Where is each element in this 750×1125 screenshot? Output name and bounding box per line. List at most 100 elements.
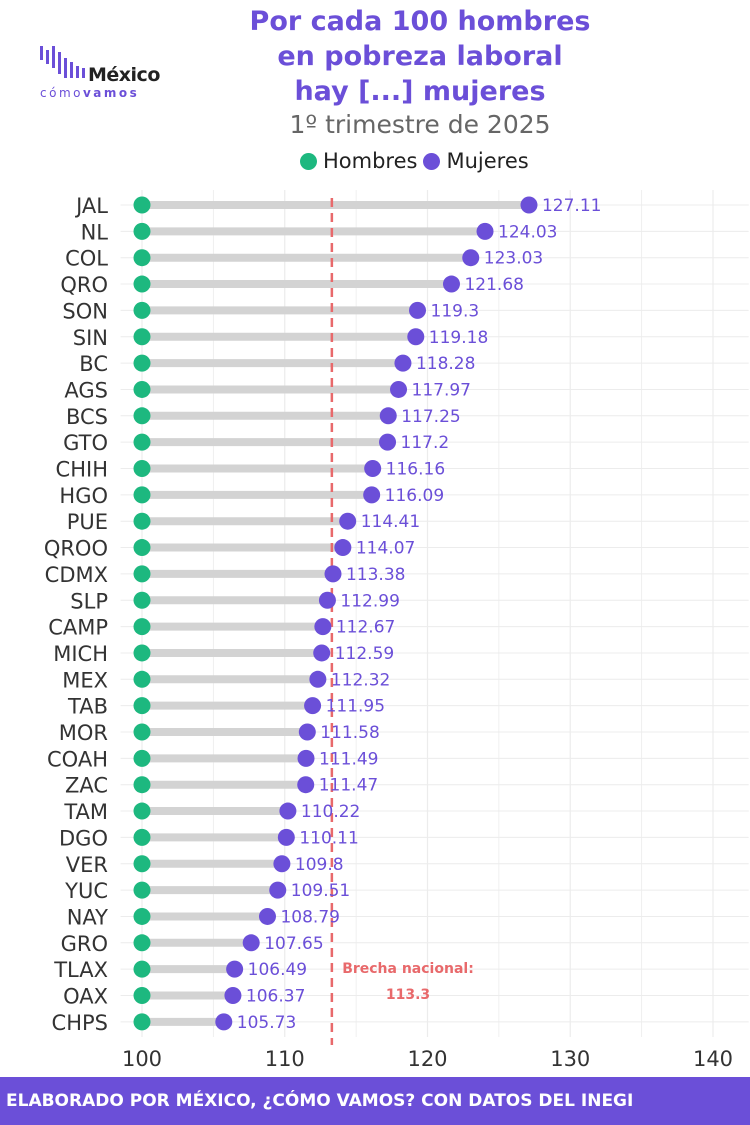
data-label: 111.95 [326, 697, 385, 717]
point-men [133, 460, 151, 477]
data-label: 109.8 [295, 855, 344, 875]
reference-label-line2: 113.3 [386, 987, 430, 1003]
legend-dot-women [423, 152, 441, 170]
point-men [133, 934, 151, 952]
point-women [309, 670, 327, 688]
chart-subtitle: 1º trimestre de 2025 [289, 110, 551, 139]
point-men [133, 249, 151, 267]
legend: Hombres Mujeres [300, 148, 535, 174]
y-tick-label: OAX [63, 985, 108, 1009]
point-women [279, 802, 297, 820]
point-men [133, 749, 151, 767]
point-men [133, 802, 151, 820]
point-men [133, 591, 151, 609]
point-women [258, 907, 276, 925]
y-tick-label: SLP [70, 589, 108, 613]
data-label: 117.2 [401, 433, 450, 453]
y-tick-label: YUC [64, 879, 108, 903]
point-women [215, 1013, 233, 1031]
y-tick-label: QROO [44, 537, 108, 561]
y-tick-label: TAM [63, 800, 108, 824]
data-label: 124.03 [498, 222, 557, 242]
data-label: 117.25 [401, 407, 460, 427]
data-label: 111.47 [319, 776, 378, 796]
point-men [133, 776, 151, 794]
point-men [133, 670, 151, 688]
title-line-2: en pobreza laboral [277, 41, 563, 72]
y-tick-label: CAMP [48, 616, 108, 640]
footer-credit: ELABORADO POR MÉXICO, ¿CÓMO VAMOS? CON D… [0, 1077, 750, 1125]
y-tick-label: PUE [67, 510, 108, 534]
data-label: 112.67 [336, 618, 395, 638]
point-men [133, 328, 151, 346]
point-women [298, 723, 316, 741]
data-label: 108.79 [280, 907, 339, 927]
point-men [133, 433, 151, 451]
data-label: 114.07 [356, 539, 415, 559]
y-tick-label: JAL [74, 194, 108, 218]
point-men [133, 539, 151, 557]
data-label: 123.03 [484, 249, 543, 269]
point-women [318, 591, 336, 609]
point-women [242, 934, 260, 952]
data-label: 117.97 [412, 380, 471, 400]
point-women [394, 354, 412, 372]
data-label: 106.49 [248, 960, 307, 980]
dumbbell-chart: 127.11 124.03 123.03 121.68 119.3 119.18 118.2… [44, 190, 749, 1071]
point-women [226, 960, 244, 978]
point-men [133, 855, 151, 873]
point-men [133, 907, 151, 925]
logo-name: México [88, 64, 160, 86]
point-men [133, 380, 151, 398]
data-label: 109.51 [291, 881, 350, 901]
point-men [133, 301, 151, 319]
point-women [273, 855, 291, 873]
data-label: 118.28 [416, 354, 475, 374]
point-women [476, 222, 494, 240]
point-women [462, 249, 480, 267]
y-tick-label: BCS [66, 405, 108, 429]
point-women [409, 301, 427, 319]
data-label: 116.16 [386, 460, 445, 480]
data-label: 111.58 [320, 723, 379, 743]
point-men [133, 565, 151, 583]
x-tick-label: 120 [407, 1047, 447, 1071]
y-tick-label: QRO [60, 273, 108, 297]
data-label: 107.65 [264, 934, 323, 954]
logo: México cómovamos [38, 40, 178, 102]
point-women [363, 486, 381, 504]
x-tick-label: 100 [122, 1047, 162, 1071]
chart-title: Por cada 100 hombres en pobreza laboral … [180, 4, 660, 109]
point-men [133, 407, 151, 425]
point-women [324, 565, 342, 583]
point-women [224, 987, 242, 1004]
data-label: 119.18 [429, 328, 488, 348]
y-tick-label: GRO [61, 932, 108, 956]
y-tick-label: AGS [64, 378, 108, 402]
legend-dot-men [300, 152, 317, 170]
y-tick-label: BC [79, 352, 108, 376]
data-label: 112.59 [335, 644, 394, 664]
legend-label-men: Hombres [323, 149, 418, 173]
point-women [379, 433, 397, 451]
point-men [133, 881, 151, 899]
logo-tagline: cómovamos [40, 86, 139, 100]
title-line-3: hay [...] mujeres [294, 76, 546, 107]
data-label: 105.73 [237, 1013, 296, 1033]
point-women [269, 881, 287, 899]
point-women [314, 618, 332, 636]
data-label: 116.09 [385, 486, 444, 506]
point-women [304, 697, 322, 715]
y-tick-label: TAB [67, 695, 108, 719]
reference-label-line1: Brecha nacional: [342, 961, 474, 977]
y-tick-label: ZAC [65, 774, 108, 798]
point-men [133, 960, 151, 978]
y-tick-label: COL [65, 247, 108, 271]
point-women [297, 749, 315, 767]
legend-item-men: Hombres [300, 149, 417, 173]
y-tick-label: MEX [62, 668, 108, 692]
title-line-1: Por cada 100 hombres [249, 6, 591, 37]
legend-label-women: Mujeres [446, 149, 529, 173]
point-men [133, 723, 151, 741]
data-label: 111.49 [319, 749, 378, 769]
